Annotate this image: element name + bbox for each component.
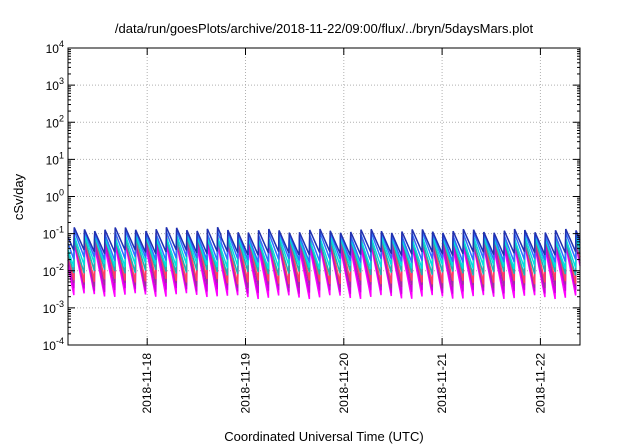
x-tick-label: 2018-11-21 (435, 353, 449, 414)
y-tick-label: 10-3 (43, 299, 64, 316)
y-tick-base: 10 (46, 116, 60, 130)
y-tick-base: 10 (46, 42, 60, 56)
y-tick-exponent: 4 (59, 39, 64, 49)
y-tick-base: 10 (43, 265, 57, 279)
x-tick-label: 2018-11-18 (140, 353, 154, 414)
y-tick-exponent: 0 (59, 188, 64, 198)
y-tick-base: 10 (46, 191, 60, 205)
y-tick-label: 102 (46, 113, 64, 130)
y-tick-label: 10-1 (43, 225, 64, 242)
y-tick-label: 101 (46, 150, 64, 167)
y-tick-base: 10 (46, 153, 60, 167)
y-tick-label: 10-4 (43, 336, 64, 353)
x-tick-label: 2018-11-19 (238, 353, 252, 414)
x-tick-label: 2018-11-22 (533, 353, 547, 414)
y-tick-label: 103 (46, 76, 64, 93)
y-tick-exponent: -1 (56, 225, 64, 235)
x-tick-labels: 2018-11-18 2018-11-19 2018-11-20 2018-11-21… (140, 353, 547, 414)
y-tick-exponent: -4 (56, 336, 64, 346)
chart-title: /data/run/goesPlots/archive/2018-11-22/0… (115, 21, 534, 36)
series-line (67, 226, 581, 256)
y-tick-exponent: -3 (56, 299, 64, 309)
y-axis-label: cSv/day (11, 173, 26, 220)
series-group (67, 226, 581, 300)
x-tick-label: 2018-11-20 (337, 353, 351, 414)
y-tick-exponent: 2 (59, 113, 64, 123)
y-tick-label: 100 (46, 188, 64, 205)
tick-marks (68, 47, 580, 346)
y-tick-label: 10-2 (43, 262, 64, 279)
y-tick-label: 104 (46, 39, 64, 56)
y-tick-base: 10 (43, 228, 57, 242)
grid-lines (68, 48, 580, 345)
y-tick-base: 10 (43, 302, 57, 316)
x-axis-label: Coordinated Universal Time (UTC) (224, 429, 423, 444)
y-tick-exponent: 3 (59, 76, 64, 86)
y-tick-base: 10 (43, 339, 57, 353)
y-tick-exponent: -2 (56, 262, 64, 272)
y-tick-base: 10 (46, 79, 60, 93)
y-tick-exponent: 1 (59, 150, 64, 160)
